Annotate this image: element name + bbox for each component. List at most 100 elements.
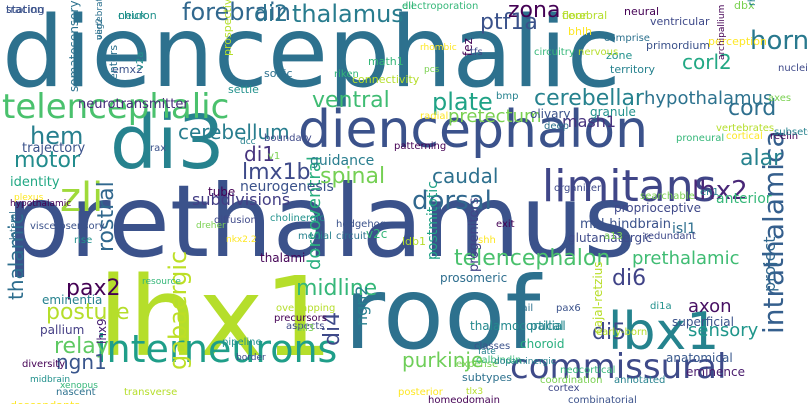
cloud-word: pallial — [530, 319, 566, 333]
cloud-word: lhx2 — [692, 176, 748, 206]
cloud-word: di1 — [244, 142, 275, 166]
cloud-word-minor: cholinergic — [270, 213, 325, 224]
cloud-word: cerebellum — [178, 120, 290, 144]
cloud-word-minor: bhlh — [568, 25, 592, 38]
cloud-word-minor: math1 — [368, 55, 404, 68]
cloud-word: midline — [296, 276, 378, 301]
cloud-word-minor: settle — [228, 83, 259, 96]
cloud-word: limitans — [542, 161, 717, 212]
cloud-word: plate — [432, 88, 493, 116]
cloud-word-minor: rhombic — [420, 43, 457, 53]
cloud-word-minor: perception — [708, 35, 767, 48]
cloud-word-minor: exit — [496, 219, 515, 230]
cloud-word: diencephalon — [298, 100, 649, 160]
cloud-word-minor: prospective — [221, 0, 234, 56]
cloud-word: lhx1 — [98, 253, 334, 381]
cloud-word-minor: vertebrate — [95, 0, 105, 40]
cloud-word: anterior — [716, 191, 772, 207]
cloud-word-minor: comprise — [604, 33, 650, 44]
cloud-word-minor: nascent — [56, 387, 96, 398]
cloud-word: lbx1 — [608, 302, 720, 362]
cloud-word: alar — [740, 146, 783, 171]
cloud-word: ventral — [312, 88, 390, 113]
cloud-word-minor: a13 — [604, 231, 623, 242]
cloud-word-minor: tlx3 — [466, 387, 484, 397]
cloud-word: pallium — [40, 323, 85, 337]
cloud-word: spinal — [320, 164, 386, 189]
cloud-word: horn — [750, 26, 808, 56]
cloud-word-minor: midbrain — [30, 375, 71, 385]
cloud-word: neurogenesis — [240, 179, 334, 195]
cloud-word: prosomeric — [440, 271, 508, 285]
cloud-word: hem — [30, 122, 84, 150]
cloud-word: mid-hindbrain — [580, 217, 671, 232]
cloud-word: proprioceptive — [614, 201, 701, 215]
cloud-word-minor: circuit — [336, 231, 367, 242]
cloud-word: identity — [10, 175, 60, 190]
cloud-word-minor: proneural — [676, 133, 725, 144]
cloud-word-minor: floor — [562, 9, 587, 22]
cloud-word-minor: annotated — [614, 375, 666, 386]
cloud-word-minor: hedgehog — [336, 219, 387, 230]
cloud-word-minor: boundary — [264, 133, 312, 144]
cloud-word: anatomical — [666, 351, 733, 365]
cloud-word: hypothalamus — [644, 88, 773, 109]
cloud-word-minor: descendants — [10, 400, 80, 404]
cloud-word-minor: v2a — [135, 51, 146, 70]
cloud-word: zona — [508, 0, 561, 23]
cloud-word-minor: centers — [107, 44, 120, 86]
cloud-word: project — [760, 236, 779, 292]
cloud-word: neurotransmitter — [78, 97, 189, 112]
cloud-word-minor: nkx2.2 — [226, 235, 257, 245]
cloud-word: superficial — [672, 315, 734, 329]
cloud-word-minor: posterior — [398, 387, 443, 398]
cloud-word: ngn2 — [352, 285, 371, 326]
cloud-word-minor: pipeline — [222, 337, 262, 348]
cloud-word-minor: shh — [478, 235, 496, 246]
cloud-word-minor: overlapping — [276, 303, 336, 314]
cloud-word: mash1 — [562, 112, 617, 131]
cloud-word-minor: early-born — [596, 327, 648, 338]
cloud-word-minor: ldb1 — [402, 235, 427, 248]
cloud-word-minor: expense — [456, 359, 499, 370]
cloud-word-minor: cortical — [726, 131, 763, 142]
cloud-word-minor: diffusion — [214, 215, 257, 226]
cloud-word: purkinje — [402, 348, 484, 372]
cloud-word: zli — [60, 175, 104, 221]
cloud-word: lmx1b — [242, 160, 311, 185]
cloud-word: glutamatergic — [568, 231, 653, 245]
cloud-word: subdivisions — [192, 190, 291, 209]
cloud-word-minor: dbx — [734, 0, 755, 12]
cloud-word-minor: rax — [150, 143, 167, 154]
cloud-word-minor: reelin — [770, 131, 799, 142]
cloud-word-minor: primordium — [646, 39, 711, 52]
cloud-word: tube — [208, 185, 236, 199]
cloud-word-minor: dil — [402, 1, 414, 12]
cloud-word-minor: cortex — [548, 383, 580, 394]
cloud-word-minor: aspects — [286, 321, 325, 332]
cloud-word: eminence — [686, 365, 745, 379]
cloud-word-minor: calbindin — [476, 355, 522, 366]
cloud-word-minor: emx2 — [112, 63, 143, 76]
cloud-word: telencephalon — [454, 246, 611, 271]
cloud-word-minor: fate — [478, 347, 496, 357]
cloud-word: relay — [54, 334, 109, 359]
cloud-word-minor: medial — [298, 231, 332, 242]
cloud-word-minor: nuclei — [778, 63, 808, 74]
cloud-word-minor: resource — [142, 277, 181, 287]
cloud-word-minor: patterning — [394, 141, 447, 152]
cloud-word-minor: homeodomain — [428, 395, 500, 404]
cloud-word-minor: dreher — [196, 221, 226, 231]
cloud-word: ptf1a — [480, 10, 538, 35]
cloud-word-minor: chick — [118, 9, 147, 22]
cloud-word-minor: precursors — [274, 313, 327, 324]
cloud-word: lhx9 — [95, 318, 109, 344]
cloud-word-minor: neuron — [118, 9, 157, 22]
cloud-word: motor — [14, 148, 81, 173]
cloud-word: postmitotic — [425, 181, 441, 260]
cloud-word-minor: dopaminergic — [494, 357, 556, 367]
cloud-word: forebrain — [182, 0, 291, 26]
cloud-word: thalami — [260, 251, 306, 265]
cloud-word-minor: granule — [590, 105, 636, 119]
